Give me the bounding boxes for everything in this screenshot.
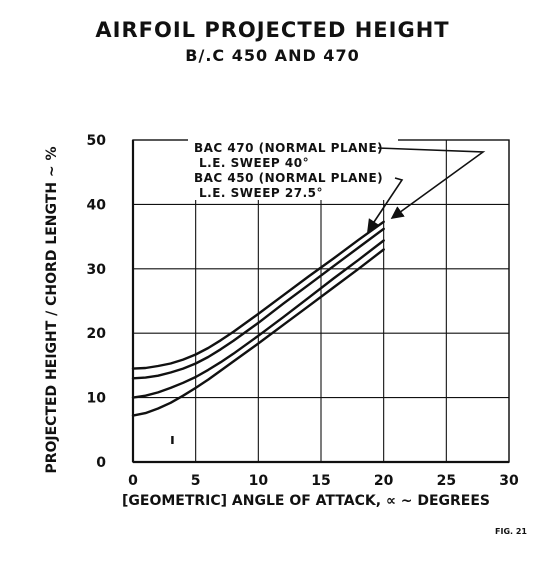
x-tick-label: 10 — [249, 473, 269, 489]
leader-arrow-bac450 — [367, 177, 404, 233]
y-tick-label: 0 — [96, 455, 106, 471]
x-tick-label: 30 — [499, 473, 519, 489]
tick-label-layer: 0 5 10 15 20 25 30 0 10 20 30 40 50 — [87, 133, 519, 489]
series-line-4 — [131, 248, 385, 417]
annotation-background — [188, 136, 398, 200]
leader-arrow-bac470 — [377, 147, 486, 219]
small-mark: ı — [170, 432, 175, 448]
x-tick-label: 15 — [311, 473, 330, 489]
chart-subtitle: B/.C 450 AND 470 — [185, 46, 360, 65]
annotation-bac470-sweep: L.E. SWEEP 40° — [199, 156, 309, 170]
x-tick-label: 20 — [374, 473, 394, 489]
y-axis-title: PROJECTED HEIGHT / CHORD LENGTH ~ % — [44, 146, 60, 473]
chart-title: AIRFOIL PROJECTED HEIGHT — [95, 18, 450, 42]
y-tick-label: 10 — [87, 391, 107, 407]
x-tick-label: 0 — [128, 473, 138, 489]
figure-label: FIG. 21 — [495, 527, 527, 536]
y-tick-label: 20 — [87, 326, 107, 342]
series-line-3 — [131, 239, 385, 399]
annotation-box: BAC 470 (NORMAL PLANE) L.E. SWEEP 40° BA… — [188, 136, 398, 200]
series-line-2 — [131, 227, 385, 380]
annotation-bac450-sweep: L.E. SWEEP 27.5° — [199, 186, 323, 200]
y-tick-label: 40 — [87, 197, 107, 213]
series-line-1 — [131, 220, 385, 370]
y-tick-label: 50 — [87, 133, 107, 149]
x-tick-label: 5 — [191, 473, 201, 489]
x-axis-title: [GEOMETRIC] ANGLE OF ATTACK, ∝ ~ DEGREES — [122, 493, 490, 509]
annotation-bac470-label: BAC 470 (NORMAL PLANE) — [194, 141, 383, 155]
annotation-leaders — [367, 147, 486, 233]
annotation-bac450-label: BAC 450 (NORMAL PLANE) — [194, 171, 383, 185]
y-tick-label: 30 — [87, 262, 107, 278]
series-layer — [131, 220, 385, 417]
x-tick-label: 25 — [437, 473, 456, 489]
